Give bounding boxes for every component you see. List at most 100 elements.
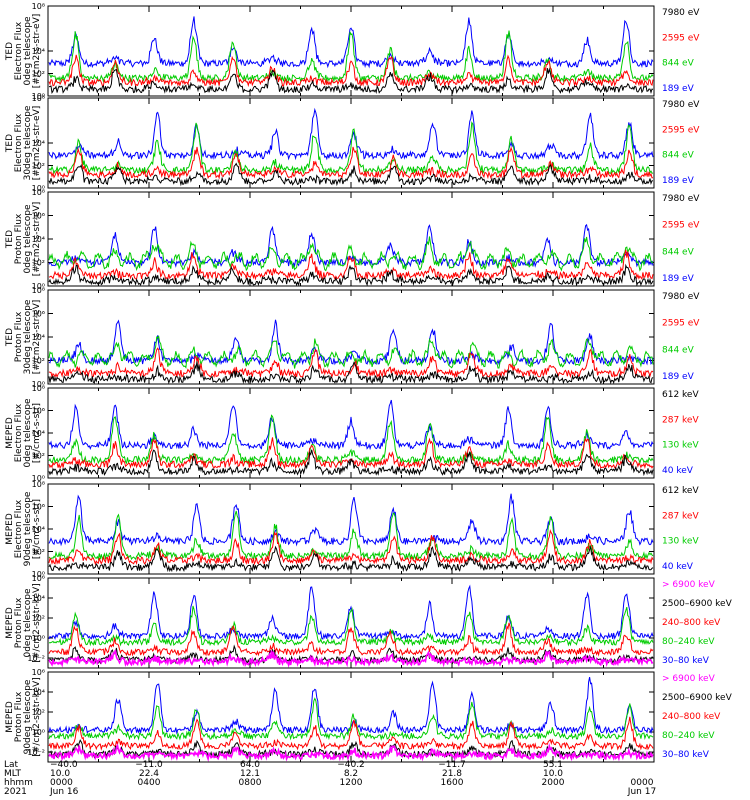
legend-entry: > 6900 keV xyxy=(662,580,716,590)
legend-entry: 844 eV xyxy=(662,59,695,69)
panel-5: MEPED Electron Flux 0deg telescope [#/cm2-s… xyxy=(5,384,699,483)
y-axis-title-line: 0deg telescope xyxy=(23,16,33,86)
y-axis-title-line: [#/cm2-s-str-eV] xyxy=(32,202,42,277)
legend-entry: 189 eV xyxy=(662,84,695,94)
series-line xyxy=(48,16,654,69)
y-axis-title-line: Electron Flux xyxy=(14,113,24,172)
series-line xyxy=(48,529,654,566)
legend-entry: 2595 eV xyxy=(662,33,700,43)
footer-value: 0400 xyxy=(138,778,161,788)
footer-value: 1600 xyxy=(441,778,464,788)
series-line xyxy=(48,739,654,759)
series-line xyxy=(48,347,654,379)
series-line xyxy=(48,449,654,477)
legend-entry: 2595 eV xyxy=(662,221,700,231)
series-line xyxy=(48,545,654,573)
series-line xyxy=(48,605,654,647)
series-line xyxy=(48,584,654,641)
y-tick-label: 10⁴ xyxy=(32,333,45,342)
footer-value: −11.7 xyxy=(438,760,466,770)
y-tick-label: 10⁰ xyxy=(32,570,45,579)
series-line xyxy=(48,742,654,762)
footer-value: Jun 16 xyxy=(49,787,79,797)
series-line xyxy=(48,67,654,95)
y-tick-label: 10² xyxy=(32,70,45,79)
footer-value: Jun 17 xyxy=(627,787,656,797)
legend-entry: 40 keV xyxy=(662,562,694,572)
legend-entry: 7980 eV xyxy=(662,100,700,110)
footer-row-label: Lat xyxy=(4,760,19,770)
series-line xyxy=(48,335,654,369)
plot-frame xyxy=(47,289,655,385)
footer-value: 0800 xyxy=(239,778,262,788)
y-axis-title-line: TED xyxy=(5,230,15,249)
footer-value: 21.8 xyxy=(442,769,462,779)
y-tick-label: 10⁸ xyxy=(32,384,45,393)
y-axis-title-line: [#/cm2-s-str-eV] xyxy=(32,106,42,181)
panel-7: MEPED Proton Flux 0deg telescope [#/cm2-s-s… xyxy=(5,574,733,669)
series-line xyxy=(48,361,654,385)
footer-value: 0000 xyxy=(631,778,654,788)
series-line xyxy=(48,650,654,668)
y-tick-label: 10⁶ xyxy=(32,503,45,512)
y-tick-label: 10⁴ xyxy=(32,235,45,244)
footer-row-label: hhmm xyxy=(4,778,33,788)
y-tick-label: 10⁶ xyxy=(32,407,45,416)
legend-entry: 844 eV xyxy=(662,151,695,161)
y-tick-label: 10⁰ xyxy=(32,282,45,291)
plot-frame xyxy=(47,671,655,763)
series-line xyxy=(48,54,654,88)
y-tick-label: 10⁸ xyxy=(32,188,45,197)
y-tick-label: 10⁰ xyxy=(32,728,45,737)
legend-entry: 189 eV xyxy=(662,372,695,382)
y-tick-label: 10⁰ xyxy=(32,380,45,389)
y-tick-label: 10² xyxy=(32,259,45,268)
y-tick-label: 10⁴ xyxy=(32,525,45,534)
footer-row-label: 2021 xyxy=(4,787,27,797)
y-axis-title-line: [#/cm2-s-str] xyxy=(32,403,42,463)
y-axis-title-line: [#/cm2-s-str-keV] xyxy=(32,583,42,662)
series-line xyxy=(48,716,654,751)
y-axis-title-line: 0deg telescope xyxy=(23,204,33,274)
plot-frame xyxy=(47,97,655,189)
panel-3: TED Proton Flux 0deg telescope [#/cm2-s-str… xyxy=(5,188,700,291)
y-tick-label: 10⁰ xyxy=(32,474,45,483)
y-tick-label: 10⁻² xyxy=(27,748,45,757)
plot-frame xyxy=(47,5,655,97)
y-tick-label: 10² xyxy=(32,162,45,171)
legend-entry: 287 keV xyxy=(662,415,699,425)
legend-entry: 612 keV xyxy=(662,390,699,400)
footer-value: −40.0 xyxy=(50,760,78,770)
legend-entry: 844 eV xyxy=(662,247,695,257)
panel-8: MEPED Proton Flux 90deg telescope [#/cm2-s-… xyxy=(5,668,733,763)
y-axis-title-line: Proton Flux xyxy=(14,691,24,742)
legend-entry: > 6900 keV xyxy=(662,674,716,684)
y-axis-title-line: MEPED xyxy=(5,701,15,733)
y-tick-label: 10⁶ xyxy=(32,574,45,583)
series-line xyxy=(48,399,654,451)
legend-entry: 7980 eV xyxy=(662,292,700,302)
y-tick-label: 10² xyxy=(32,708,45,717)
y-tick-label: 10⁰ xyxy=(32,92,45,101)
legend-entry: 844 eV xyxy=(662,345,695,355)
series-line xyxy=(48,223,654,268)
y-axis-title-line: [#/cm2-s-str] xyxy=(32,499,42,559)
y-tick-label: 10⁴ xyxy=(32,688,45,697)
legend-entry: 2500–6900 keV xyxy=(662,693,733,703)
y-axis-title-line: TED xyxy=(5,42,15,61)
series-line xyxy=(48,493,654,547)
panel-4: TED Proton Flux 30deg telescope [#/cm2-s-st… xyxy=(5,286,700,389)
y-axis-title-line: Proton Flux xyxy=(14,213,24,264)
footer-value: 55.1 xyxy=(543,760,563,770)
y-tick-label: 10⁴ xyxy=(32,594,45,603)
y-tick-label: 10⁶ xyxy=(32,310,45,319)
y-tick-label: 10⁸ xyxy=(32,2,45,11)
y-tick-label: 10² xyxy=(32,614,45,623)
y-axis-title-line: Proton Flux xyxy=(14,597,24,648)
panel-1: TED Electron Flux 0deg telescope [#/cm2-s-s… xyxy=(5,2,700,101)
series-line xyxy=(48,697,654,741)
y-axis-title-line: 30deg telescope xyxy=(23,299,33,374)
series-line xyxy=(48,263,654,287)
legend-entry: 30–80 keV xyxy=(662,656,710,666)
